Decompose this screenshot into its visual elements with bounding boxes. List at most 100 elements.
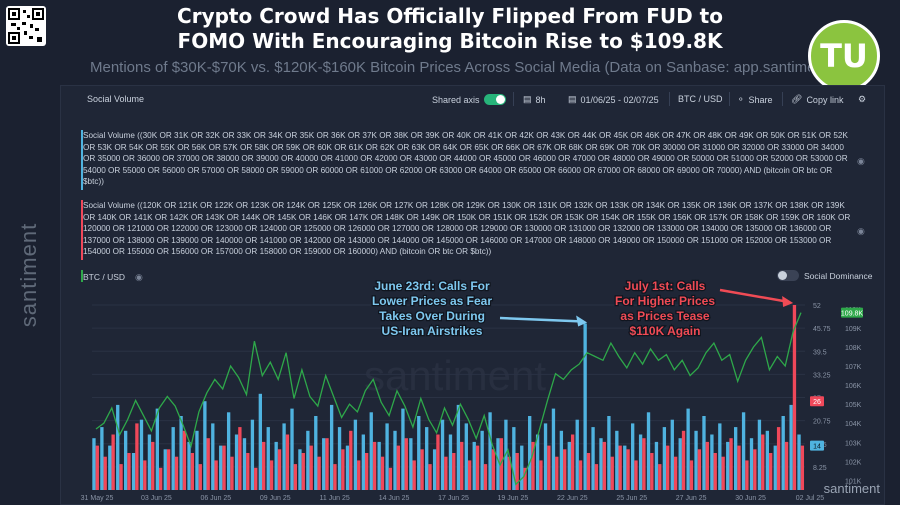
bar-high-price-mentions	[745, 460, 749, 490]
settings-gear-icon[interactable]: ⚙	[858, 94, 867, 104]
bar-low-price-mentions	[599, 438, 603, 490]
bar-low-price-mentions	[480, 430, 484, 490]
bar-high-price-mentions	[285, 434, 290, 490]
bar-high-price-mentions	[594, 464, 599, 490]
bar-high-price-mentions	[135, 423, 139, 490]
pair-selector[interactable]: BTC / USD	[678, 94, 723, 104]
bar-high-price-mentions	[650, 453, 654, 490]
bar-low-price-mentions	[401, 408, 405, 490]
bar-high-price-mentions	[769, 453, 773, 490]
bar-high-price-mentions	[721, 456, 725, 490]
date-range-button[interactable]: ▤ 01/06/25 - 02/07/25	[568, 94, 659, 105]
bar-low-price-mentions	[314, 416, 318, 490]
x-axis-tick: 30 Jun 25	[735, 495, 766, 502]
bar-high-price-mentions	[198, 464, 202, 490]
bar-low-price-mentions	[543, 423, 548, 490]
social-dominance-toggle[interactable]: Social Dominance	[777, 270, 873, 281]
bar-high-price-mentions	[388, 467, 393, 490]
bar-high-price-mentions	[269, 460, 274, 490]
bar-high-price-mentions	[301, 453, 305, 490]
bar-low-price-mentions	[147, 434, 152, 490]
bar-low-price-mentions	[646, 412, 651, 490]
eye-icon[interactable]: ◉	[135, 272, 143, 282]
bar-high-price-mentions	[666, 445, 670, 490]
bar-high-price-mentions	[515, 453, 519, 490]
x-axis-tick: 25 Jun 25	[616, 495, 647, 502]
bar-low-price-mentions	[686, 408, 690, 490]
bar-low-price-mentions	[623, 445, 627, 490]
bar-low-price-mentions	[734, 427, 738, 490]
bar-low-price-mentions	[266, 427, 270, 490]
bar-low-price-mentions	[108, 445, 112, 490]
copy-link-button[interactable]: 🔗︎ Copy link	[791, 94, 844, 105]
bar-low-price-mentions	[155, 408, 160, 490]
bar-high-price-mentions	[531, 441, 535, 490]
annotation-june-23-line: Takes Over During	[379, 309, 485, 323]
toggle-switch-icon[interactable]	[777, 270, 799, 281]
x-axis-tick: 03 Jun 25	[141, 495, 172, 502]
bar-low-price-mentions	[369, 412, 373, 490]
annotation-june-23-line: US-Iran Airstrikes	[382, 324, 483, 338]
bar-low-price-mentions	[773, 445, 777, 490]
bar-high-price-mentions	[681, 430, 686, 490]
right-axis-tick: 109K	[845, 326, 862, 333]
bar-high-price-mentions	[404, 438, 408, 490]
bar-low-price-mentions	[345, 445, 350, 490]
interval-button[interactable]: ▤ 8h	[523, 94, 546, 105]
left-axis-tick: 39.5	[813, 349, 827, 356]
chart-subtitle: Mentions of $30K-$70K vs. $120K-$160K Bi…	[90, 59, 810, 76]
bar-low-price-mentions	[670, 419, 674, 490]
x-axis-tick: 14 Jun 25	[379, 495, 410, 502]
calendar-icon: ▤	[568, 94, 577, 104]
left-axis-tick: 8.25	[813, 465, 827, 472]
bar-low-price-mentions	[456, 404, 461, 490]
bar-low-price-mentions	[298, 449, 302, 490]
bar-high-price-mentions	[151, 441, 155, 490]
annotation-arrowhead-red	[782, 296, 794, 307]
bar-high-price-mentions	[547, 445, 551, 490]
bar-high-price-mentions	[460, 441, 464, 490]
metric-label: Social Volume	[87, 94, 145, 104]
bar-high-price-mentions	[206, 438, 210, 490]
bar-high-price-mentions	[222, 445, 226, 490]
shared-axis-toggle[interactable]: Shared axis	[432, 94, 506, 105]
high-series-marker	[81, 200, 83, 260]
bar-high-price-mentions	[626, 449, 630, 490]
eye-icon[interactable]: ◉	[857, 156, 865, 166]
bar-high-price-mentions	[412, 460, 416, 490]
bar-high-price-mentions	[499, 438, 503, 490]
bar-low-price-mentions	[353, 419, 358, 490]
bar-high-price-mentions	[570, 434, 575, 490]
bar-low-price-mentions	[464, 423, 468, 490]
link-icon: 🔗︎	[791, 94, 803, 104]
annotation-july-1-line: July 1st: Calls	[625, 279, 706, 293]
bar-high-price-mentions	[452, 453, 456, 490]
bar-high-price-mentions	[246, 453, 250, 490]
bar-high-price-mentions	[277, 449, 282, 490]
bar-high-price-mentions	[111, 434, 115, 490]
bar-high-price-mentions	[420, 449, 424, 490]
btc-series-marker	[81, 270, 83, 282]
x-axis-tick: 31 May 25	[81, 495, 114, 502]
bar-low-price-mentions	[520, 445, 524, 490]
right-axis-tick: 104K	[845, 421, 862, 428]
btc-label: BTC / USD	[83, 272, 126, 282]
calendar-icon: ▤	[523, 94, 532, 104]
bar-low-price-mentions	[528, 416, 532, 490]
low-current-value: 14	[813, 444, 821, 451]
bar-low-price-mentions	[139, 419, 144, 490]
bar-low-price-mentions	[306, 430, 310, 490]
toggle-switch-icon[interactable]	[483, 94, 506, 105]
share-button[interactable]: ⚬ Share	[737, 94, 773, 105]
bar-high-price-mentions	[555, 456, 559, 490]
bar-low-price-mentions	[488, 412, 492, 490]
bar-low-price-mentions	[694, 430, 698, 490]
x-axis-tick: 06 Jun 25	[200, 495, 231, 502]
bar-high-price-mentions	[642, 438, 646, 490]
eye-icon[interactable]: ◉	[857, 226, 865, 236]
bar-low-price-mentions	[195, 430, 199, 490]
bar-low-price-mentions	[726, 441, 730, 490]
bar-low-price-mentions	[575, 419, 579, 490]
bar-high-price-mentions	[357, 460, 361, 490]
bar-high-price-mentions	[174, 456, 179, 490]
